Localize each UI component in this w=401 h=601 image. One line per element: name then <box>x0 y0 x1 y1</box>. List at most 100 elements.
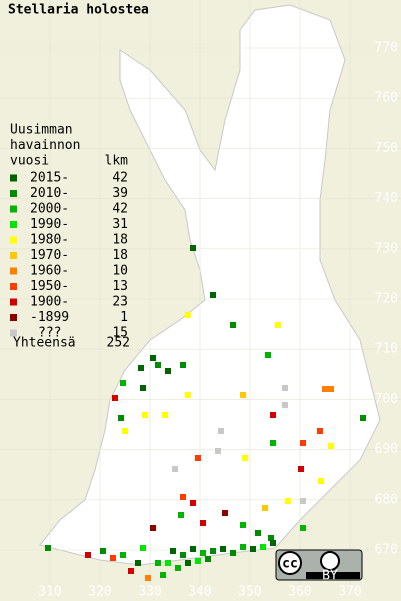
y-tick-label: 680 <box>375 492 398 507</box>
by-strip <box>306 572 360 579</box>
observation-square <box>112 395 118 401</box>
y-tick-label: 710 <box>375 342 398 357</box>
cc-icon <box>278 551 302 575</box>
legend-count: 18 <box>112 248 128 263</box>
map-title: Stellaria holostea <box>8 3 149 18</box>
observation-square <box>122 428 128 434</box>
observation-square <box>218 428 224 434</box>
observation-square <box>242 455 248 461</box>
observation-square <box>185 312 191 318</box>
observation-square <box>360 415 366 421</box>
observation-square <box>128 568 134 574</box>
legend-count: 23 <box>112 295 128 310</box>
legend-count-header: lkm <box>105 154 129 169</box>
observation-square <box>240 392 246 398</box>
legend-count: 10 <box>112 264 128 279</box>
by-icon <box>320 551 340 571</box>
observation-square <box>162 412 168 418</box>
observation-square <box>110 555 116 561</box>
legend-swatch <box>10 205 17 213</box>
observation-square <box>135 560 141 566</box>
observation-square <box>230 322 236 328</box>
observation-square <box>150 355 156 361</box>
legend-label: 2010- <box>30 186 69 201</box>
legend-total: 252 <box>107 336 130 351</box>
legend-label: 1980- <box>30 233 69 248</box>
observation-square <box>155 560 161 566</box>
observation-square <box>195 455 201 461</box>
observation-square <box>260 544 266 550</box>
observation-square <box>180 494 186 500</box>
legend-label: 2015- <box>30 171 69 186</box>
observation-square <box>270 540 276 546</box>
legend-header: vuosi <box>10 154 49 169</box>
legend-swatch <box>10 221 17 228</box>
grid <box>0 0 401 585</box>
observation-square <box>155 362 161 368</box>
observation-square <box>270 412 276 418</box>
legend-label: -1899 <box>30 310 69 325</box>
observation-square <box>145 575 151 581</box>
observation-square <box>140 385 146 391</box>
observation-square <box>185 392 191 398</box>
observation-square <box>170 548 176 554</box>
observation-square <box>268 535 274 541</box>
observation-square <box>210 548 216 554</box>
observation-square <box>300 525 306 531</box>
y-tick-label: 760 <box>375 91 398 106</box>
legend-count: 15 <box>112 326 128 341</box>
observation-square <box>240 544 246 550</box>
legend-label: 2000- <box>30 202 69 217</box>
observation-square <box>318 478 324 484</box>
observation-square <box>317 428 323 434</box>
observation-square <box>200 550 206 556</box>
license-badge: cc BY <box>275 549 363 584</box>
observation-square <box>210 292 216 298</box>
observation-square <box>195 558 201 564</box>
x-tick-label: 350 <box>238 585 261 600</box>
observation-square <box>215 448 221 454</box>
observation-square <box>190 500 196 506</box>
legend-swatch <box>10 236 17 244</box>
x-tick-label: 320 <box>88 585 111 600</box>
legend-label: 1900- <box>30 295 69 310</box>
observation-square <box>328 443 334 449</box>
observation-square <box>45 545 51 551</box>
legend-label: 1960- <box>30 264 69 279</box>
legend-swatch <box>10 190 17 197</box>
legend-label: ??? <box>38 326 61 341</box>
y-tick-label: 700 <box>375 392 398 407</box>
observation-square <box>240 522 246 528</box>
observation-square <box>190 245 196 251</box>
y-tick-label: 770 <box>375 41 398 56</box>
observation-square <box>85 552 91 558</box>
observation-square <box>140 545 146 551</box>
legend-count: 31 <box>112 217 128 232</box>
x-tick-label: 340 <box>188 585 211 600</box>
y-tick-label: 740 <box>375 191 398 206</box>
legend-swatch <box>10 283 17 290</box>
observation-square <box>275 322 281 328</box>
legend-swatch <box>10 267 17 275</box>
observation-square <box>172 466 178 472</box>
x-tick-label: 330 <box>138 585 161 600</box>
legend-total-label: Yhteensä <box>13 336 76 351</box>
observation-square <box>265 352 271 358</box>
observation-square <box>142 412 148 418</box>
y-tick-label: 690 <box>375 442 398 457</box>
legend-label: 1990- <box>30 217 69 232</box>
observation-square <box>270 440 276 446</box>
observation-square <box>118 415 124 421</box>
observation-square <box>220 546 226 552</box>
observation-square <box>138 365 144 371</box>
observation-square <box>178 512 184 518</box>
legend-label: 1950- <box>30 279 69 294</box>
observation-square <box>120 380 126 386</box>
legend-swatch <box>10 174 17 182</box>
observation-square <box>282 385 288 391</box>
legend-count: 42 <box>112 171 128 186</box>
observation-square <box>185 560 191 566</box>
legend-label: 1970- <box>30 248 69 263</box>
x-tick-label: 360 <box>288 585 311 600</box>
